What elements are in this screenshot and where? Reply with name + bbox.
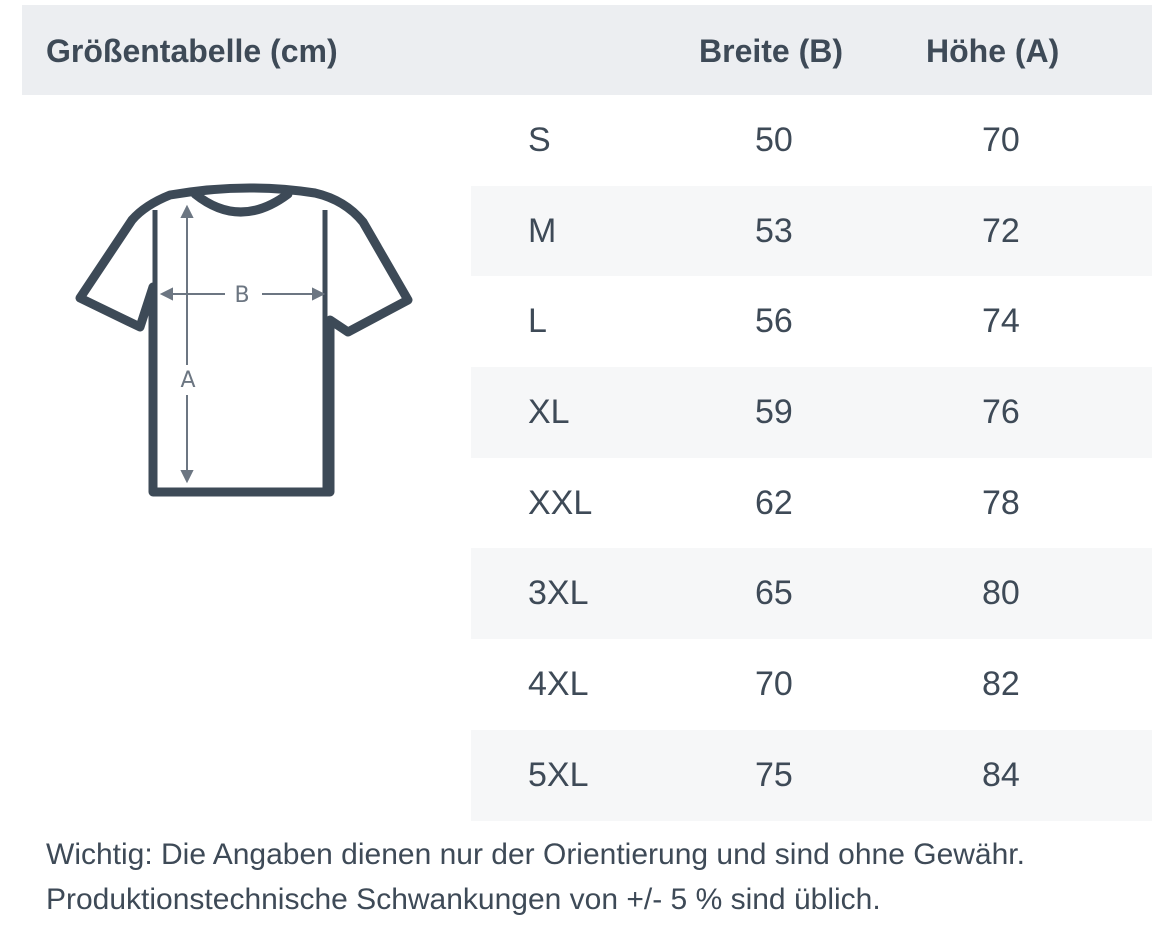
table-title: Größentabelle (cm) (46, 33, 338, 69)
diagram-label-a: A (180, 368, 195, 393)
cell-height: 74 (982, 302, 1020, 341)
table-row: XL 59 76 (471, 367, 1152, 458)
cell-size: 3XL (528, 574, 589, 613)
column-header-height: Höhe (A) (926, 33, 1060, 69)
table-row: S 50 70 (471, 95, 1152, 186)
cell-size: S (528, 121, 551, 159)
cell-size: L (528, 302, 547, 341)
cell-width: 50 (755, 121, 793, 159)
cell-width: 65 (755, 574, 793, 613)
disclaimer-line-2: Produktionstechnische Schwankungen von +… (46, 883, 881, 916)
cell-width: 70 (755, 665, 793, 704)
table-row: L 56 74 (471, 276, 1152, 367)
tshirt-outline (75, 183, 413, 497)
cell-height: 82 (982, 665, 1020, 704)
cell-height: 78 (982, 483, 1020, 522)
cell-width: 62 (755, 483, 793, 522)
cell-width: 56 (755, 302, 793, 341)
cell-height: 76 (982, 393, 1020, 432)
cell-width: 53 (755, 211, 793, 250)
cell-height: 70 (982, 121, 1020, 159)
cell-size: M (528, 211, 557, 250)
cell-size: XXL (528, 483, 593, 522)
table-row: 3XL 65 80 (471, 548, 1152, 640)
cell-size: 5XL (528, 755, 589, 794)
cell-height: 80 (982, 574, 1020, 613)
table-row: XXL 62 78 (471, 458, 1152, 549)
table-header: Größentabelle (cm) Breite (B) Höhe (A) (22, 5, 1152, 95)
cell-size: 4XL (528, 665, 589, 704)
tshirt-diagram: B A (75, 183, 413, 497)
cell-width: 59 (755, 393, 793, 432)
cell-size: XL (528, 393, 570, 432)
table-row: 5XL 75 84 (471, 729, 1152, 821)
tshirt-collar (190, 189, 293, 217)
disclaimer-note: Wichtig: Die Angaben dienen nur der Orie… (46, 832, 1146, 922)
column-header-width: Breite (B) (699, 33, 844, 69)
diagram-label-b: B (234, 283, 249, 308)
table-row: 4XL 70 82 (471, 639, 1152, 730)
disclaimer-line-1: Wichtig: Die Angaben dienen nur der Orie… (46, 838, 1025, 871)
cell-width: 75 (755, 755, 793, 794)
cell-height: 84 (982, 755, 1020, 794)
size-table-body: S 50 70 M 53 72 L 56 74 XL 59 76 XXL 62 … (471, 95, 1152, 821)
cell-height: 72 (982, 211, 1020, 250)
table-row: M 53 72 (471, 185, 1152, 277)
